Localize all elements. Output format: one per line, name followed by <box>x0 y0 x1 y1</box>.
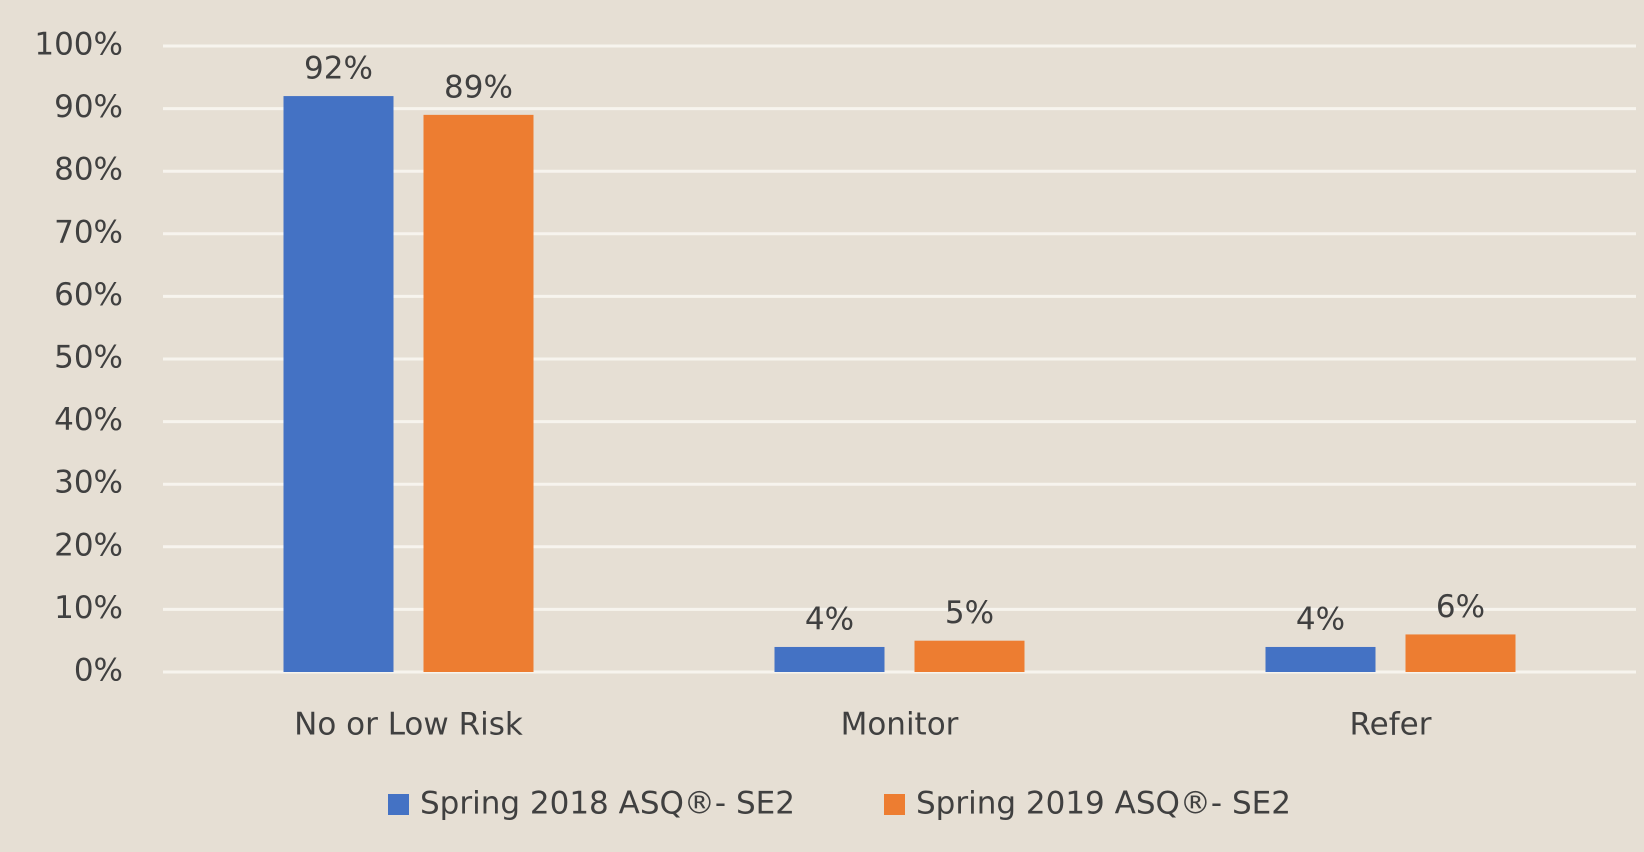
y-tick-label: 20% <box>54 527 123 563</box>
data-label: 6% <box>1436 589 1485 625</box>
y-tick-label: 30% <box>54 465 123 501</box>
legend-label: Spring 2018 ASQ®- SE2 <box>420 786 795 822</box>
y-tick-label: 80% <box>54 152 123 188</box>
bar <box>774 646 885 672</box>
data-label: 4% <box>1296 601 1345 637</box>
data-label: 89% <box>444 69 513 105</box>
legend-swatch <box>388 794 409 815</box>
x-tick-label: Refer <box>1350 707 1432 743</box>
bar <box>423 114 534 673</box>
y-tick-label: 0% <box>74 653 123 689</box>
legend-label: Spring 2019 ASQ®- SE2 <box>916 786 1291 822</box>
y-tick-label: 50% <box>54 340 123 376</box>
y-tick-label: 40% <box>54 402 123 438</box>
bar <box>1265 646 1376 672</box>
bar <box>283 96 394 672</box>
bar <box>1405 634 1516 672</box>
data-label: 5% <box>945 595 994 631</box>
x-tick-label: Monitor <box>841 707 959 743</box>
data-label: 4% <box>805 601 854 637</box>
bar <box>914 640 1025 672</box>
x-tick-label: No or Low Risk <box>294 707 523 743</box>
y-tick-label: 70% <box>54 214 123 250</box>
y-tick-label: 100% <box>34 27 123 63</box>
y-tick-label: 10% <box>54 590 123 626</box>
y-tick-label: 60% <box>54 277 123 313</box>
legend-swatch <box>884 794 905 815</box>
data-label: 92% <box>304 51 373 87</box>
y-tick-label: 90% <box>54 89 123 125</box>
